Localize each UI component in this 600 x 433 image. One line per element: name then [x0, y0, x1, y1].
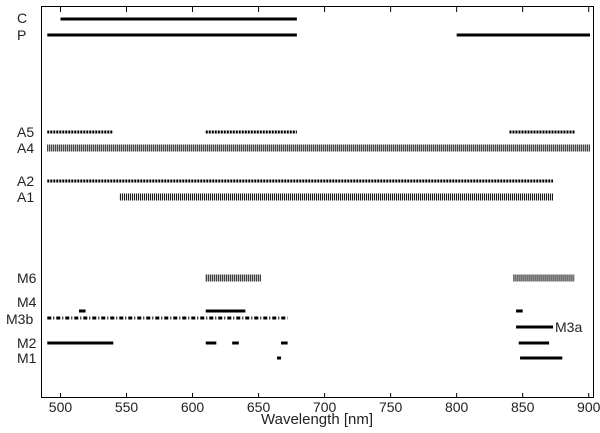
x-tick-label: 800 — [445, 399, 469, 415]
x-tick-label: 650 — [247, 399, 271, 415]
plot-frame — [41, 6, 594, 398]
row-label-c: C — [17, 10, 27, 26]
row-label-m3b: M3b — [6, 311, 33, 327]
x-tick-label: 550 — [115, 399, 139, 415]
x-tick-label: 700 — [313, 399, 337, 415]
x-tick-label: 750 — [379, 399, 403, 415]
x-tick-label: 600 — [181, 399, 205, 415]
row-label-m1: M1 — [17, 350, 37, 366]
x-axis-label: Wavelength [nm] — [261, 411, 373, 428]
row-label-m3a: M3a — [555, 319, 582, 335]
row-label-m2: M2 — [17, 335, 37, 351]
row-label-m6: M6 — [17, 270, 37, 286]
row-label-a5: A5 — [17, 124, 34, 140]
row-label-m4: M4 — [17, 294, 37, 310]
row-label-p: P — [17, 27, 26, 43]
coverage-segments — [47, 17, 591, 360]
x-tick-label: 900 — [577, 399, 600, 415]
row-label-a2: A2 — [17, 173, 34, 189]
row-label-a4: A4 — [17, 140, 34, 156]
x-tick-label: 500 — [49, 399, 73, 415]
x-axis-ticks: 500 550 600 650 700 750 800 850 900 — [49, 7, 600, 415]
x-tick-label: 850 — [511, 399, 535, 415]
row-label-a1: A1 — [17, 189, 34, 205]
